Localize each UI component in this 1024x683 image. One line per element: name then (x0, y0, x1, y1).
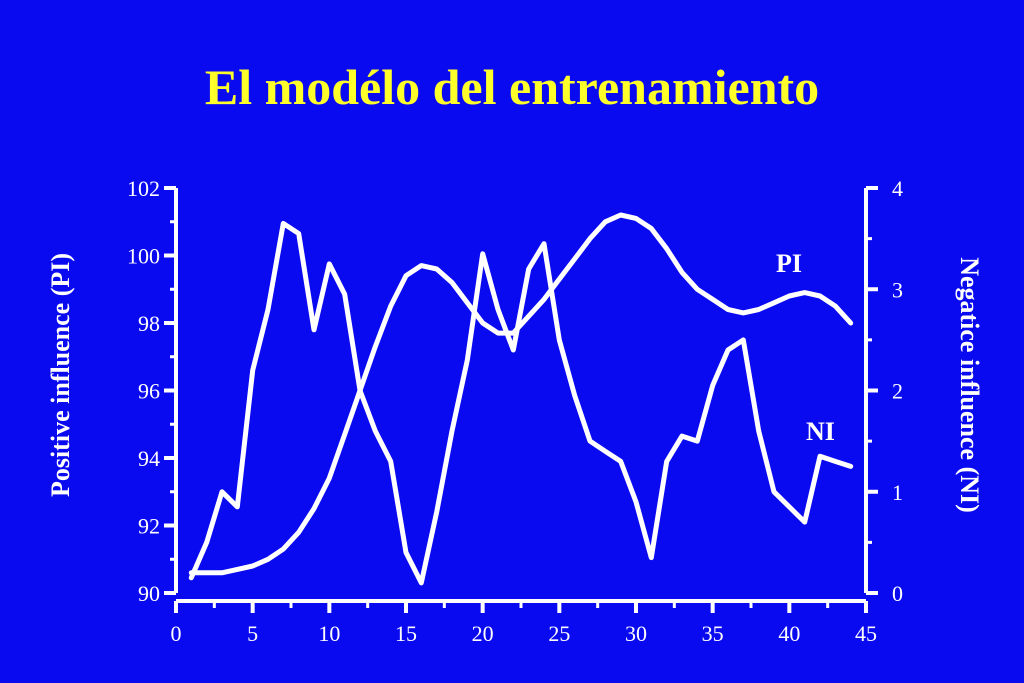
series-layer (188, 212, 854, 586)
x-tick-label: 20 (472, 621, 494, 646)
x-tick-label: 40 (778, 621, 800, 646)
series-line-pi (188, 212, 854, 576)
series-label-pi: PI (776, 249, 802, 278)
y-right-tick-label: 0 (892, 581, 903, 606)
y-left-tick-label: 100 (127, 244, 160, 269)
x-tick-label: 10 (318, 621, 340, 646)
x-tick-label: 0 (171, 621, 182, 646)
y-left-tick-label: 96 (138, 379, 160, 404)
y-left-tick-label: 90 (138, 581, 160, 606)
series-label-ni: NI (806, 417, 835, 446)
y-right-tick-label: 2 (892, 379, 903, 404)
y-left-tick-label: 92 (138, 514, 160, 539)
y-right-tick-label: 4 (892, 176, 903, 201)
x-tick-label: 35 (702, 621, 724, 646)
x-tick-label: 30 (625, 621, 647, 646)
y-left-tick-label: 98 (138, 311, 160, 336)
y-right-tick-label: 1 (892, 480, 903, 505)
chart-title: El modélo del entrenamiento (204, 59, 820, 115)
series-line-ni (188, 220, 854, 586)
y-left-tick-label: 102 (127, 176, 160, 201)
y-left-tick-label: 94 (138, 446, 160, 471)
x-tick-label: 25 (548, 621, 570, 646)
x-tick-label: 45 (855, 621, 877, 646)
x-tick-label: 15 (395, 621, 417, 646)
y-right-tick-label: 3 (892, 277, 903, 302)
x-tick-label: 5 (247, 621, 258, 646)
